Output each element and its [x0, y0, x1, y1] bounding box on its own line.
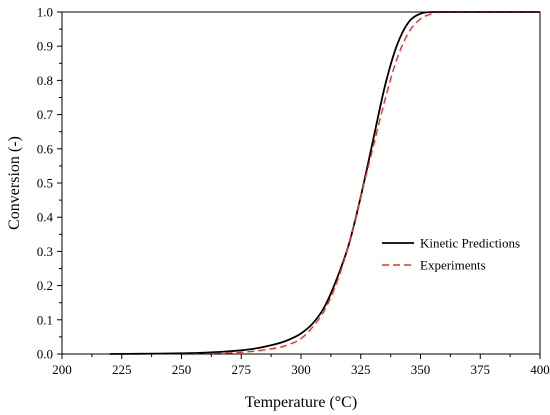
y-tick-label: 0.6	[37, 141, 54, 156]
y-tick-label: 0.4	[37, 210, 54, 225]
y-tick-label: 1.0	[37, 5, 53, 20]
x-tick-label: 275	[232, 362, 252, 377]
y-tick-label: 0.8	[37, 73, 53, 88]
y-tick-label: 0.9	[37, 39, 53, 54]
x-axis-ticks: 200 225 250 275 300 325 350 375 400	[52, 354, 550, 377]
y-tick-label: 0.5	[37, 176, 53, 191]
x-tick-label: 350	[411, 362, 431, 377]
y-tick-label: 0.0	[37, 347, 53, 362]
y-tick-label: 0.1	[37, 312, 53, 327]
y-axis-label: Conversion (-)	[6, 136, 23, 230]
x-tick-label: 300	[291, 362, 311, 377]
y-axis-ticks: 0.0 0.1 0.2 0.3 0.4 0.5 0.6 0.7 0.8 0.9 1.0	[37, 5, 62, 362]
series-experiments	[181, 11, 540, 355]
plot-frame	[61, 11, 541, 355]
y-tick-label: 0.7	[37, 107, 54, 122]
legend-label-kinetic-predictions: Kinetic Predictions	[420, 236, 520, 251]
legend-label-experiments: Experiments	[420, 258, 486, 273]
x-axis-label: Temperature (°C)	[245, 394, 357, 411]
x-tick-label: 325	[351, 362, 371, 377]
x-tick-label: 200	[52, 362, 72, 377]
series-layer	[109, 11, 540, 355]
legend: Kinetic Predictions Experiments	[382, 236, 520, 273]
x-tick-label: 225	[112, 362, 132, 377]
series-kinetic-predictions	[109, 11, 540, 355]
x-tick-label: 250	[172, 362, 192, 377]
y-tick-label: 0.3	[37, 244, 53, 259]
x-tick-label: 400	[530, 362, 550, 377]
x-tick-label: 375	[471, 362, 491, 377]
y-tick-label: 0.2	[37, 278, 53, 293]
